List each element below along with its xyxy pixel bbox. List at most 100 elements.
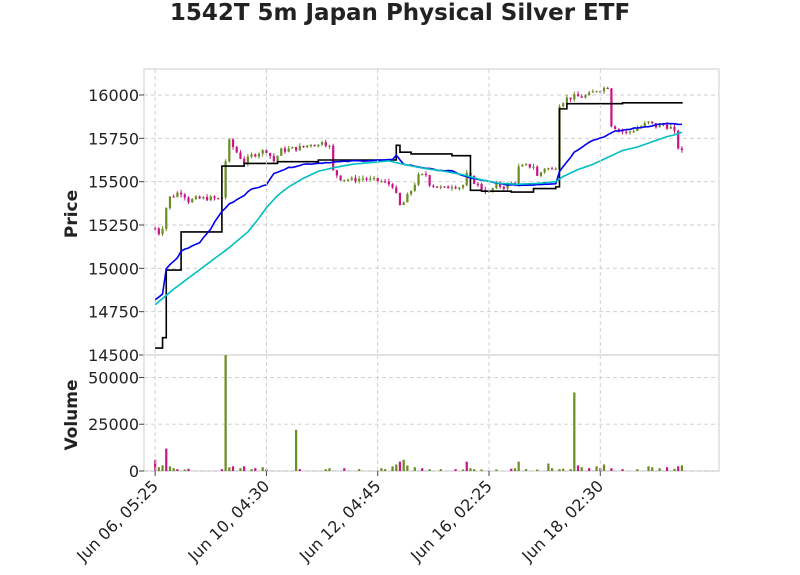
volume-bar	[402, 459, 405, 471]
candle-body	[376, 177, 379, 182]
candle-body	[550, 168, 554, 170]
volume-bar	[588, 468, 591, 471]
volume-bar	[172, 468, 175, 471]
price-tick-label: 15250	[88, 216, 139, 235]
candle-body	[168, 196, 172, 209]
candle-body	[614, 126, 617, 130]
candle-body	[473, 175, 476, 184]
candle-body	[335, 170, 339, 176]
volume-bar	[231, 466, 235, 471]
candle-body	[228, 139, 231, 162]
candle-body	[499, 182, 502, 187]
candle-body	[562, 103, 565, 107]
candle-body	[380, 181, 383, 183]
candle-body	[179, 192, 183, 195]
candle-body	[461, 185, 465, 188]
candle-body	[350, 177, 353, 180]
volume-bar	[602, 464, 606, 471]
candle-body	[183, 194, 186, 198]
volume-bar	[324, 469, 327, 471]
candle-body	[677, 130, 680, 149]
candle-body	[317, 144, 320, 147]
candle-body	[261, 150, 264, 154]
candle-body	[172, 196, 175, 198]
volume-bar	[647, 466, 650, 471]
chart-title: 1542T 5m Japan Physical Silver ETF	[170, 0, 630, 26]
candle-body	[669, 126, 672, 129]
candle-body	[294, 147, 298, 151]
price-tick-label: 15500	[88, 173, 139, 192]
candle-body	[439, 186, 442, 188]
candle-body	[387, 181, 390, 185]
volume-grid	[144, 377, 719, 472]
volume-bar	[239, 468, 242, 471]
candle-body	[591, 91, 594, 93]
candle-body	[502, 186, 505, 189]
candle-body	[528, 164, 531, 168]
candle-body	[269, 153, 272, 156]
candle-body	[391, 184, 394, 188]
moving-average-lines	[154, 102, 683, 349]
candle-body	[280, 148, 283, 156]
candle-body	[565, 97, 569, 104]
volume-bar	[358, 469, 361, 471]
volume-bar	[547, 463, 550, 471]
volume-bar	[261, 467, 264, 471]
volume-bar	[421, 468, 424, 471]
candle-body	[398, 192, 402, 206]
candle-body	[447, 186, 450, 189]
candle-body	[358, 178, 361, 182]
candle-body	[254, 154, 257, 157]
candle-body	[628, 131, 632, 133]
volume-bars	[154, 355, 684, 471]
candle-body	[287, 148, 290, 152]
candle-body	[536, 166, 539, 176]
volume-bar	[558, 469, 561, 471]
volume-bar	[157, 467, 160, 471]
candle-body	[320, 142, 324, 145]
price-tick-label: 16000	[88, 86, 139, 105]
volume-bar	[395, 464, 398, 471]
volume-tick-label: 50000	[88, 368, 139, 387]
volume-bar	[595, 466, 598, 471]
candle-body	[651, 121, 654, 124]
volume-bar	[480, 469, 483, 471]
candle-body	[632, 130, 635, 133]
volume-bar	[343, 468, 346, 471]
candle-body	[406, 194, 409, 203]
candle-body	[595, 91, 598, 93]
x-tick-label: Jun 16, 02:25	[406, 476, 496, 566]
volume-bar	[636, 469, 639, 471]
volume-bar	[576, 465, 580, 471]
volume-bar	[380, 468, 383, 471]
candle-body	[580, 96, 583, 98]
ma-fast-line	[155, 102, 683, 349]
volume-bar	[562, 468, 565, 471]
candle-body	[413, 184, 416, 191]
candle-body	[539, 172, 543, 176]
volume-bar	[517, 461, 520, 471]
candle-body	[265, 150, 268, 154]
x-tick-label: Jun 10, 04:30	[184, 476, 274, 566]
volume-bar	[680, 465, 684, 471]
candle-body	[665, 124, 669, 129]
volume-bar	[161, 465, 164, 471]
candle-body	[424, 173, 428, 176]
candle-body	[435, 186, 439, 188]
candle-body	[157, 228, 160, 235]
candle-body	[576, 94, 580, 97]
candle-body	[209, 196, 212, 201]
volume-y-ticks: 0 25000 50000	[88, 368, 144, 481]
volume-bar	[154, 459, 157, 471]
volume-bar	[658, 468, 661, 471]
candle-body	[243, 158, 246, 164]
candle-body	[361, 178, 364, 180]
candle-body	[458, 187, 461, 189]
volume-panel: 0 25000 50000 Volume	[62, 354, 720, 481]
volume-bar	[254, 468, 257, 471]
candle-body	[495, 182, 498, 189]
candle-body	[298, 145, 301, 151]
candle-body	[202, 197, 205, 199]
x-tick-label: Jun 06, 05:25	[72, 476, 162, 566]
